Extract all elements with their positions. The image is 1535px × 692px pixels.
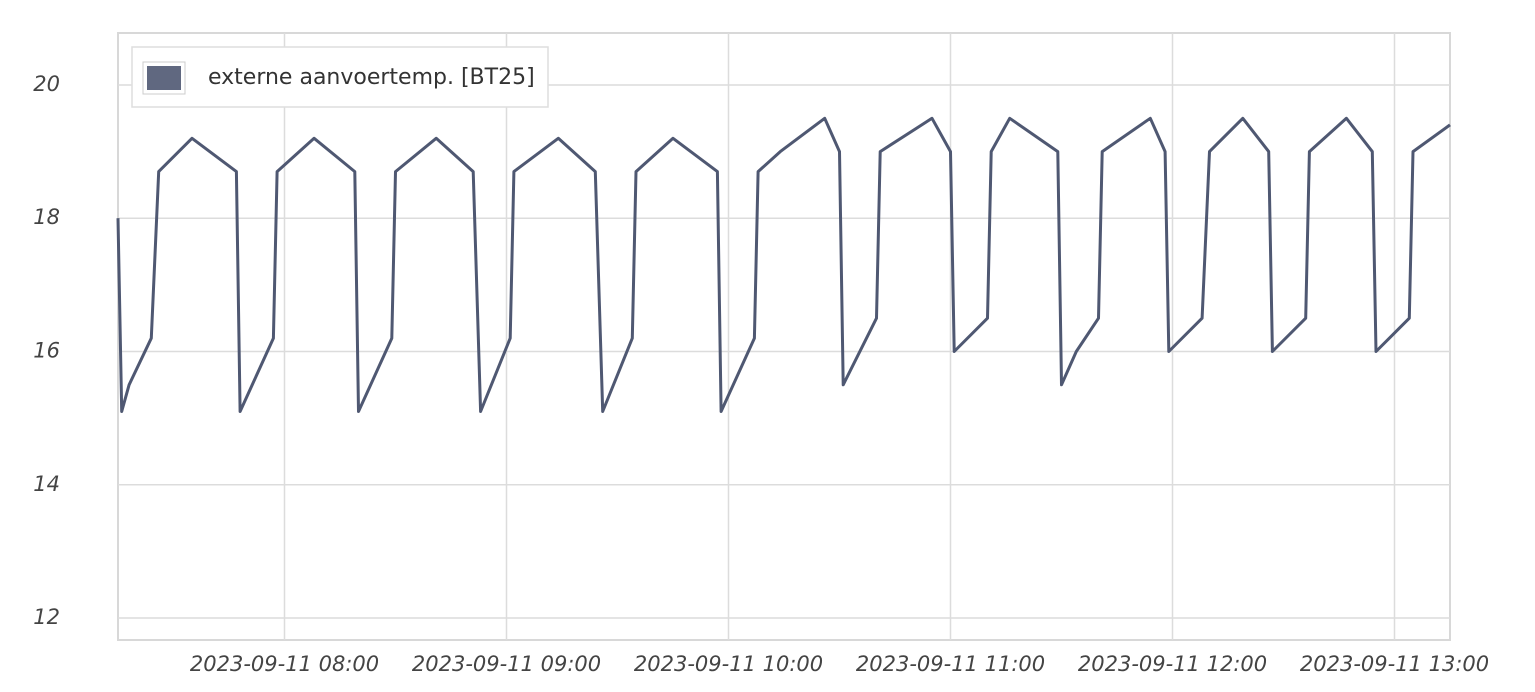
y-tick-label: 14	[33, 472, 60, 496]
legend-box	[131, 46, 549, 108]
y-tick-label: 20	[33, 72, 60, 96]
x-tick-label: 2023-09-11 12:00	[1078, 652, 1267, 676]
x-tick-label: 2023-09-11 08:00	[190, 652, 379, 676]
legend-label: externe aanvoertemp. [BT25]	[208, 65, 535, 90]
legend-swatch	[147, 66, 181, 90]
y-tick-label: 18	[33, 205, 60, 229]
x-tick-label: 2023-09-11 13:00	[1300, 652, 1489, 676]
plot-area	[117, 32, 1451, 641]
y-tick-label: 12	[33, 605, 60, 629]
x-tick-label: 2023-09-11 09:00	[412, 652, 601, 676]
legend: externe aanvoertemp. [BT25]	[131, 46, 549, 108]
y-tick-label: 16	[33, 338, 60, 362]
x-tick-label: 2023-09-11 10:00	[634, 652, 823, 676]
data-line	[116, 116, 1451, 413]
x-tick-label: 2023-09-11 11:00	[856, 652, 1045, 676]
